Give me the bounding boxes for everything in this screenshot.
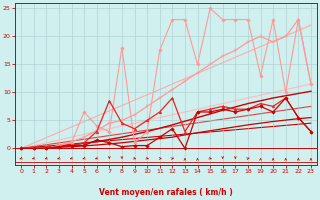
X-axis label: Vent moyen/en rafales ( km/h ): Vent moyen/en rafales ( km/h )	[99, 188, 233, 197]
